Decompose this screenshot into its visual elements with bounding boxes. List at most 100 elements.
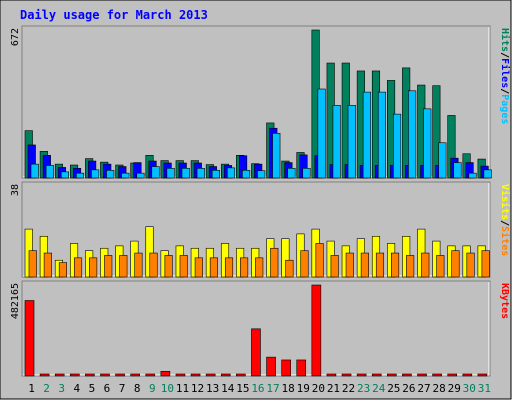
legend-usage: Hits/Files/Pages <box>499 28 511 124</box>
bar-kbytes-day-undefined <box>85 373 95 377</box>
bar-pages-day-15 <box>242 169 251 179</box>
bar-sites-day-undefined <box>481 250 490 278</box>
bar-pages-day-29 <box>453 162 462 179</box>
bar-sites-day-undefined <box>73 257 83 278</box>
x-tick-label: 20 <box>312 382 325 395</box>
bar-kbytes-day-undefined <box>341 373 352 377</box>
bar-pages-day-5 <box>91 169 100 179</box>
bar-sites-day-undefined <box>194 257 203 278</box>
chart-title: Daily usage for March 2013 <box>20 8 208 22</box>
bar-pages-day-3 <box>60 171 69 179</box>
x-tick-label: 29 <box>448 382 461 395</box>
bar-kbytes-day-undefined <box>356 373 367 377</box>
bar-sites-day-undefined <box>391 252 400 278</box>
bar-sites-day-undefined <box>164 255 173 278</box>
bar-sites-day-undefined <box>104 255 113 278</box>
x-tick-label: 14 <box>221 382 235 395</box>
x-tick-label: 13 <box>206 382 219 395</box>
x-tick-label: 9 <box>149 382 156 395</box>
legend-entry-visits: Visits <box>499 184 511 220</box>
bar-kbytes-day-undefined <box>69 373 80 377</box>
bar-pages-day-13 <box>211 169 220 179</box>
bar-kbytes-day-undefined <box>175 373 186 377</box>
bar-pages-day-1 <box>30 163 39 179</box>
bar-sites-day-undefined <box>330 255 339 278</box>
bar-kbytes-day-undefined <box>402 373 412 377</box>
bar-pages-day-18 <box>287 168 296 179</box>
x-tick-label: 12 <box>191 382 204 395</box>
bar-kbytes-day-undefined <box>160 370 171 377</box>
legend-separator: / <box>499 88 510 94</box>
x-tick-label: 31 <box>478 382 491 395</box>
x-tick-label: 1 <box>28 382 35 395</box>
x-tick-label: 24 <box>372 382 386 395</box>
bar-kbytes-day-undefined <box>251 328 261 377</box>
x-tick-label: 7 <box>119 382 126 395</box>
legend-visits: Visits/Sites <box>499 184 511 256</box>
x-tick-label: 4 <box>73 382 80 395</box>
bar-sites-day-undefined <box>255 257 264 278</box>
bar-sites-day-undefined <box>375 252 385 278</box>
bar-kbytes-day-undefined <box>477 373 488 377</box>
x-tick-label: 22 <box>342 382 355 395</box>
bar-kbytes-day-undefined <box>417 373 427 377</box>
bar-pages-day-4 <box>75 172 85 179</box>
x-tick-label: 6 <box>104 382 111 395</box>
x-tick-label: 26 <box>402 382 415 395</box>
bar-kbytes-day-undefined <box>462 373 473 377</box>
legend-entry-kbytes: KBytes <box>499 283 510 319</box>
bar-pages-day-25 <box>393 113 402 179</box>
bar-kbytes-day-undefined <box>432 373 442 377</box>
bar-pages-day-8 <box>136 172 145 179</box>
bar-sites-day-undefined <box>451 250 460 278</box>
bar-kbytes-day-undefined <box>236 373 246 377</box>
x-tick-label: 16 <box>251 382 264 395</box>
x-tick-label: 2 <box>43 382 50 395</box>
bar-kbytes-day-undefined <box>296 359 307 377</box>
bar-sites-day-undefined <box>300 250 309 278</box>
bar-sites-day-undefined <box>89 257 98 278</box>
bar-sites-day-undefined <box>360 252 369 278</box>
panel-visits: 38 Visits/Sites <box>10 181 511 278</box>
legend-separator: / <box>499 52 510 58</box>
bar-sites-day-undefined <box>466 252 475 278</box>
x-tick-label: 17 <box>266 382 279 395</box>
x-tick-label: 10 <box>161 382 174 395</box>
bar-kbytes-day-undefined <box>205 373 216 377</box>
legend-entry-sites: Sites <box>499 226 511 256</box>
y-max-label: 38 <box>10 184 21 196</box>
bar-sites-day-undefined <box>28 250 37 278</box>
bar-sites-day-undefined <box>240 257 249 278</box>
bar-kbytes-day-undefined <box>326 373 337 377</box>
bar-sites-day-undefined <box>58 262 67 278</box>
y-max-label: 672 <box>10 28 21 46</box>
bar-kbytes-day-undefined <box>24 300 35 377</box>
x-tick-label: 25 <box>387 382 400 395</box>
x-tick-label: 28 <box>432 382 445 395</box>
bar-sites-day-undefined <box>270 247 279 278</box>
x-tick-label: 18 <box>282 382 295 395</box>
x-tick-label: 23 <box>357 382 370 395</box>
bar-pages-day-11 <box>181 168 190 179</box>
x-tick-label: 15 <box>236 382 249 395</box>
bar-kbytes-day-undefined <box>39 373 50 377</box>
bar-pages-day-20 <box>317 88 326 179</box>
bar-pages-day-28 <box>438 142 447 179</box>
bar-pages-day-23 <box>362 91 371 179</box>
legend-kbytes: KBytes <box>499 283 510 319</box>
bar-pages-day-12 <box>196 168 205 179</box>
x-tick-label: 21 <box>327 382 340 395</box>
x-tick-label: 19 <box>297 382 310 395</box>
legend-entry-hits: Hits <box>499 28 511 52</box>
bar-pages-day-21 <box>332 105 341 179</box>
bar-sites-day-undefined <box>436 255 445 278</box>
bar-pages-day-24 <box>377 91 387 179</box>
bar-sites-day-undefined <box>119 255 128 278</box>
bar-sites-day-undefined <box>209 257 218 278</box>
x-tick-label: 27 <box>417 382 430 395</box>
bar-pages-day-9 <box>151 166 160 179</box>
bar-sites-day-undefined <box>43 252 52 278</box>
bar-kbytes-day-undefined <box>145 373 156 377</box>
